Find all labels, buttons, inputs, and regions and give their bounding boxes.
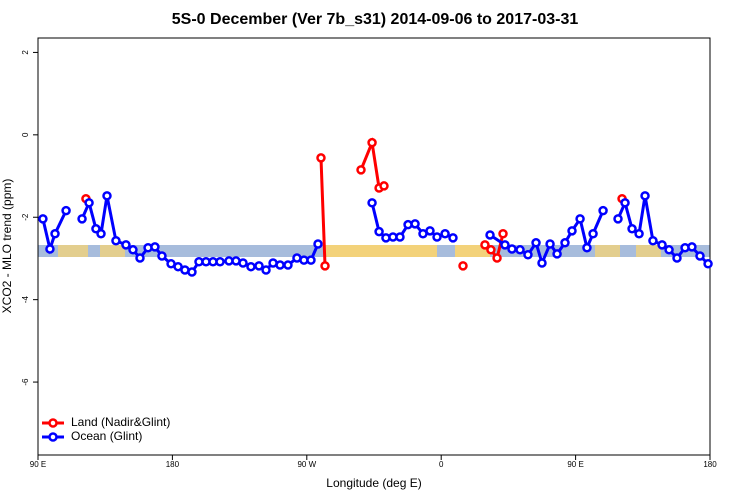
land-band: [455, 245, 490, 257]
point: [545, 239, 555, 249]
point: [367, 137, 377, 148]
point: [425, 226, 435, 236]
point: [38, 214, 48, 224]
land-ocean-band: [38, 245, 710, 257]
point: [261, 265, 271, 275]
y-tick-label: -6: [21, 378, 30, 386]
point: [498, 228, 508, 239]
land-band: [58, 245, 88, 257]
point: [515, 245, 525, 255]
point: [102, 191, 112, 201]
point: [374, 226, 384, 237]
point: [367, 198, 377, 208]
point: [306, 255, 316, 265]
point: [246, 261, 256, 272]
point: [552, 249, 562, 259]
point: [634, 228, 644, 239]
x-tick-label: 90 E: [30, 460, 46, 469]
point: [254, 261, 264, 271]
point: [128, 245, 138, 255]
point: [672, 253, 682, 263]
point: [121, 240, 131, 250]
point: [588, 228, 598, 239]
point: [492, 253, 502, 263]
x-tick-label: 90 W: [297, 460, 316, 469]
chart-title: 5S-0 December (Ver 7b_s31) 2014-09-06 to…: [172, 11, 579, 28]
point: [613, 214, 623, 224]
point: [432, 232, 442, 242]
point: [316, 153, 326, 163]
point: [320, 261, 330, 271]
point: [84, 198, 94, 208]
x-tick-label: 90 E: [567, 460, 583, 469]
land-band: [636, 245, 661, 257]
point: [537, 258, 547, 268]
y-tick-label: 0: [21, 132, 30, 137]
point: [687, 242, 697, 252]
plot-frame: [37, 37, 711, 456]
point: [560, 238, 570, 248]
point: [620, 198, 630, 208]
point: [640, 191, 650, 201]
land-band: [325, 245, 437, 257]
legend-label: Ocean (Glint): [71, 429, 142, 443]
x-tick-label: 180: [703, 460, 717, 469]
legend-swatch-marker: [48, 432, 58, 442]
point: [45, 244, 55, 254]
point: [356, 165, 366, 175]
land-band: [100, 245, 125, 257]
point: [695, 251, 705, 261]
point: [531, 238, 541, 248]
point: [523, 249, 533, 260]
point: [703, 259, 713, 269]
point: [395, 232, 405, 242]
point: [238, 258, 248, 268]
point: [664, 245, 674, 255]
point: [77, 214, 87, 224]
point: [582, 242, 592, 253]
point: [627, 224, 637, 234]
y-axis-label: XCO2 - MLO trend (ppm): [0, 179, 14, 314]
point: [50, 228, 60, 239]
point: [657, 240, 667, 250]
y-tick-label: -2: [21, 213, 30, 221]
point: [458, 261, 468, 271]
x-tick-label: 180: [166, 460, 180, 469]
point: [440, 228, 450, 239]
point: [448, 233, 458, 243]
y-tick-label: 2: [21, 50, 30, 55]
point: [480, 240, 490, 250]
legend: Land (Nadir&Glint)Ocean (Glint): [42, 415, 170, 443]
point: [313, 239, 323, 249]
point: [111, 235, 121, 246]
point: [507, 244, 517, 254]
point: [150, 242, 160, 252]
point: [598, 205, 608, 216]
point: [500, 240, 510, 250]
legend-swatch-marker: [48, 418, 58, 428]
point: [379, 181, 389, 191]
point: [486, 245, 496, 255]
x-tick-label: 0: [439, 460, 444, 469]
point: [96, 228, 106, 239]
legend-label: Land (Nadir&Glint): [71, 415, 170, 429]
point: [567, 226, 577, 236]
point: [283, 260, 293, 270]
land-band: [595, 245, 620, 257]
point: [215, 256, 225, 267]
point: [648, 235, 658, 246]
point: [575, 214, 585, 224]
point: [135, 253, 145, 263]
point: [157, 251, 167, 261]
x-axis-label: Longitude (deg E): [326, 476, 421, 490]
point: [275, 260, 285, 270]
point: [187, 267, 197, 277]
y-tick-label: -4: [21, 296, 30, 304]
point: [410, 219, 420, 229]
point: [61, 205, 71, 216]
point: [485, 230, 495, 240]
